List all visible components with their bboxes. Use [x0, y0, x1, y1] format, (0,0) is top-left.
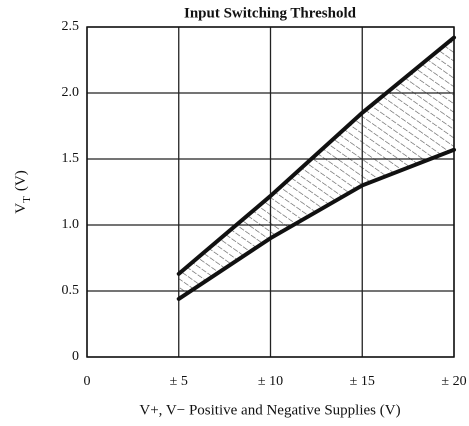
- chart-title: Input Switching Threshold: [184, 5, 357, 21]
- x-tick-label: ± 20: [441, 374, 466, 389]
- y-tick-label: 1.5: [62, 151, 80, 166]
- x-tick-label: ± 5: [170, 374, 188, 389]
- y-label-sub: T: [21, 196, 33, 203]
- series-line: [176, 35, 456, 276]
- hatch-area: [178, 37, 454, 299]
- y-axis-label: VT (V): [13, 170, 32, 213]
- plot-frame: [86, 26, 455, 358]
- y-tick-label: 0: [72, 349, 79, 364]
- x-tick-label: ± 10: [258, 374, 283, 389]
- y-label-main: V: [13, 203, 29, 214]
- y-tick-label: 2.0: [62, 85, 80, 100]
- series-line: [176, 147, 456, 301]
- y-tick-label: 0.5: [62, 283, 80, 298]
- y-label-unit: (V): [13, 170, 29, 191]
- y-tick-label: 1.0: [62, 217, 80, 232]
- x-tick-label: 0: [84, 374, 91, 389]
- x-tick-label: ± 15: [350, 374, 375, 389]
- x-axis-label: V+, V− Positive and Negative Supplies (V…: [139, 402, 400, 418]
- y-tick-label: 2.5: [62, 19, 80, 34]
